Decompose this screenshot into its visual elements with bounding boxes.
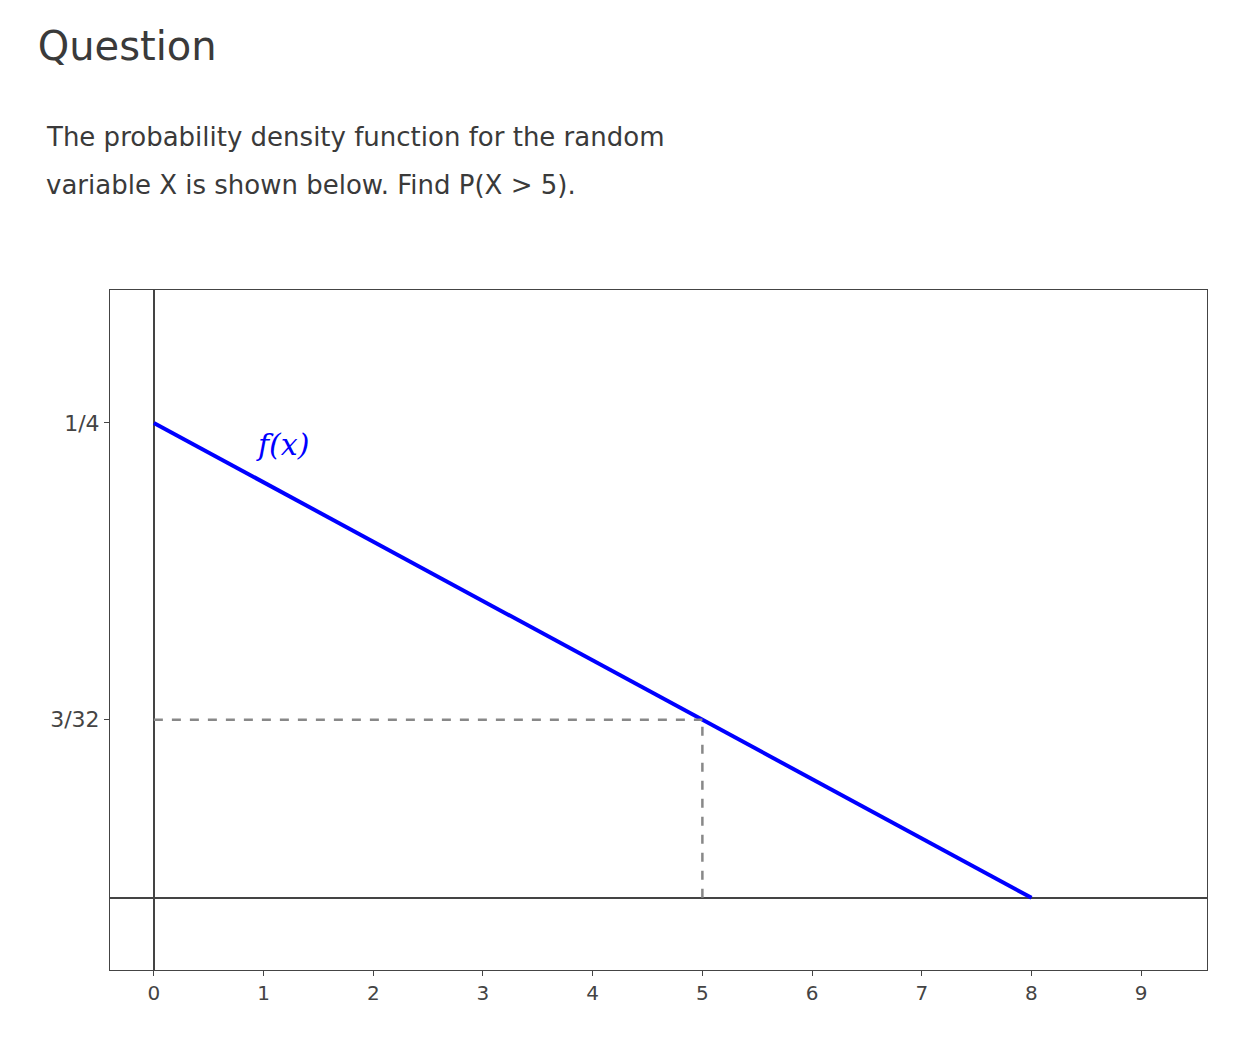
svg-text:3/32: 3/32	[50, 707, 99, 732]
svg-text:5: 5	[696, 981, 709, 1005]
svg-text:f(x): f(x)	[256, 427, 309, 462]
svg-text:3: 3	[477, 981, 490, 1005]
svg-text:1/4: 1/4	[64, 411, 99, 436]
svg-text:1: 1	[257, 981, 270, 1005]
svg-text:0: 0	[148, 981, 161, 1005]
svg-text:variable X is shown below. Fin: variable X is shown below. Find P(X > 5)…	[46, 170, 576, 200]
svg-text:Question: Question	[38, 23, 217, 69]
svg-text:8: 8	[1025, 981, 1038, 1005]
svg-text:9: 9	[1135, 981, 1148, 1005]
svg-text:6: 6	[806, 981, 819, 1005]
svg-text:2: 2	[367, 981, 380, 1005]
svg-text:7: 7	[915, 981, 928, 1005]
svg-text:4: 4	[586, 981, 599, 1005]
svg-text:The probability density functi: The probability density function for the…	[46, 122, 664, 152]
